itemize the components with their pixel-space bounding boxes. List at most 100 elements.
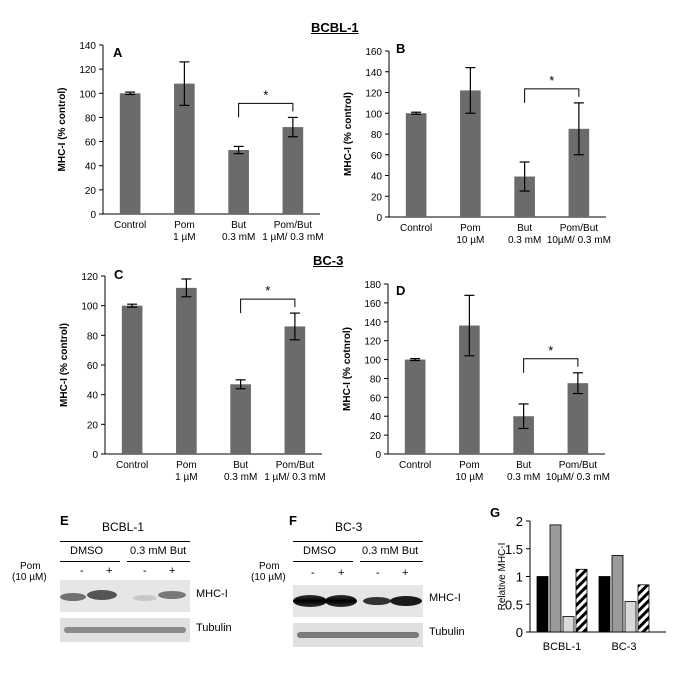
x-tick-label-b-1-1: 10 µM — [456, 235, 484, 246]
x-tick-label-g-0: BCBL-1 — [543, 641, 582, 653]
y-tick-label-a-1: 20 — [85, 186, 97, 197]
bar-g-1-2 — [624, 601, 637, 633]
y-tick-label-a-7: 140 — [79, 41, 96, 52]
y-tick-label-d-4: 80 — [370, 374, 382, 385]
bar-d-0 — [404, 359, 426, 454]
y-axis-label-d: MHC-I (% cotnrol) — [342, 327, 353, 411]
chart-panel-g: G 0 0.5 1 1.5 2 Relative MHC-I BCBL-1 BC-3 — [490, 505, 666, 653]
bar-a-2 — [228, 150, 249, 214]
x-tick-label-c-0-0: Control — [116, 460, 148, 471]
x-tick-label-c-1-0: Pom — [176, 460, 197, 471]
x-tick-label-c-3-0: Pom/But — [276, 460, 315, 471]
y-tick-label-c-6: 120 — [81, 272, 98, 283]
significance-bracket-a — [238, 102, 294, 118]
blot-image-tubulin-f — [293, 623, 423, 647]
blot-band-mhc-e: MHC-I — [196, 588, 228, 600]
x-tick-label-a-1-0: Pom — [174, 220, 195, 231]
bar-d-2 — [513, 416, 534, 454]
blot-image-mhc-e — [60, 580, 190, 612]
significance-label-b: * — [549, 73, 554, 88]
y-tick-label-d-2: 40 — [370, 412, 382, 423]
blot-title-e: BCBL-1 — [102, 520, 145, 534]
x-tick-label-d-1-0: Pom — [459, 460, 480, 471]
chart-panel-b: B 0 20 40 60 80 100 120 140 160 MHC-I (% control) C… — [343, 41, 611, 246]
bar-g-1-3 — [637, 584, 650, 633]
significance-bracket-d — [523, 358, 579, 373]
bar-b-3 — [568, 128, 590, 217]
blot-sign-1-e: - — [80, 565, 84, 577]
y-tick-label-d-9: 180 — [364, 280, 381, 291]
blot-rule-but-e — [127, 561, 190, 562]
blot-image-tubulin-e — [60, 618, 190, 642]
significance-bracket-c — [240, 298, 296, 314]
y-tick-label-b-0: 0 — [376, 213, 382, 224]
y-axis-label-a: MHC-I (% control) — [57, 88, 68, 172]
blot-pom-line2-e: (10 µM) — [12, 572, 47, 583]
x-tick-label-d-2-0: But — [516, 460, 531, 471]
x-tick-label-b-3-0: Pom/But — [560, 223, 599, 234]
y-tick-label-c-5: 100 — [81, 302, 98, 313]
blot-band-mhc-f: MHC-I — [429, 592, 461, 604]
x-tick-label-d-2-1: 0.3 mM — [507, 472, 540, 483]
x-tick-label-a-2-1: 0.3 mM — [222, 232, 255, 243]
y-tick-label-b-2: 40 — [371, 172, 383, 183]
x-tick-label-a-1-1: 1 µM — [173, 232, 195, 243]
panel-letter-b: B — [396, 41, 405, 56]
blot-group-dmso-e: DMSO — [70, 545, 103, 557]
y-tick-label-b-4: 80 — [371, 130, 383, 141]
x-tick-label-b-2-1: 0.3 mM — [508, 235, 541, 246]
blot-rule-f — [293, 541, 423, 542]
bar-g-0-1 — [549, 524, 562, 633]
x-tick-label-d-3-1: 10µM/ 0.3 mM — [546, 472, 610, 483]
y-tick-label-b-5: 100 — [365, 109, 382, 120]
y-tick-label-a-2: 40 — [85, 162, 97, 173]
y-tick-label-b-3: 60 — [371, 151, 383, 162]
bar-c-2 — [230, 384, 251, 454]
bar-c-1 — [176, 287, 197, 454]
y-tick-label-d-7: 140 — [364, 318, 381, 329]
y-tick-label-b-7: 140 — [365, 68, 382, 79]
x-tick-label-b-3-1: 10µM/ 0.3 mM — [547, 235, 611, 246]
bar-a-0 — [119, 93, 141, 214]
x-tick-label-a-0-0: Control — [114, 220, 146, 231]
blot-pom-line1-f: Pom — [259, 561, 280, 572]
blot-sign-3-e: - — [143, 565, 147, 577]
blot-rule-dmso-f — [293, 561, 353, 562]
bar-b-0 — [405, 113, 427, 217]
bar-g-0-0 — [536, 576, 549, 633]
x-tick-label-c-3-1: 1 µM/ 0.3 mM — [264, 472, 325, 483]
panel-letter-e: E — [60, 513, 69, 528]
y-tick-label-b-8: 160 — [365, 47, 382, 58]
blot-sign-2-f: + — [338, 567, 345, 579]
bar-d-1 — [459, 325, 480, 454]
y-tick-label-a-4: 80 — [85, 113, 97, 124]
blot-group-dmso-f: DMSO — [303, 545, 336, 557]
y-tick-label-g-2: 1 — [516, 570, 523, 585]
x-tick-label-b-0-0: Control — [400, 223, 432, 234]
bar-c-3 — [284, 326, 306, 454]
blot-pom-line1-e: Pom — [20, 561, 41, 572]
section-title-bcbl1: BCBL-1 — [311, 20, 359, 35]
y-tick-label-a-5: 100 — [79, 89, 96, 100]
blot-sign-1-f: - — [311, 567, 315, 579]
bar-g-0-2 — [562, 616, 575, 633]
significance-label-a: * — [263, 87, 268, 102]
panel-letter-a: A — [113, 45, 123, 60]
x-tick-label-c-2-0: But — [233, 460, 248, 471]
y-tick-label-a-6: 120 — [79, 65, 96, 76]
y-tick-label-b-1: 20 — [371, 192, 383, 203]
x-tick-label-a-3-0: Pom/But — [274, 220, 313, 231]
blot-rule-dmso-e — [60, 561, 120, 562]
y-tick-label-g-4: 2 — [516, 514, 523, 529]
x-tick-label-c-1-1: 1 µM — [175, 472, 197, 483]
bar-d-3 — [567, 383, 589, 454]
y-tick-label-d-3: 60 — [370, 393, 382, 404]
section-title-bc3: BC-3 — [313, 253, 344, 268]
blot-group-but-e: 0.3 mM But — [130, 545, 187, 557]
significance-label-c: * — [265, 283, 270, 298]
panel-letter-f: F — [289, 513, 297, 528]
bar-a-3 — [282, 127, 304, 214]
y-tick-label-c-0: 0 — [92, 450, 98, 461]
y-tick-label-g-1: 0.5 — [505, 597, 523, 612]
